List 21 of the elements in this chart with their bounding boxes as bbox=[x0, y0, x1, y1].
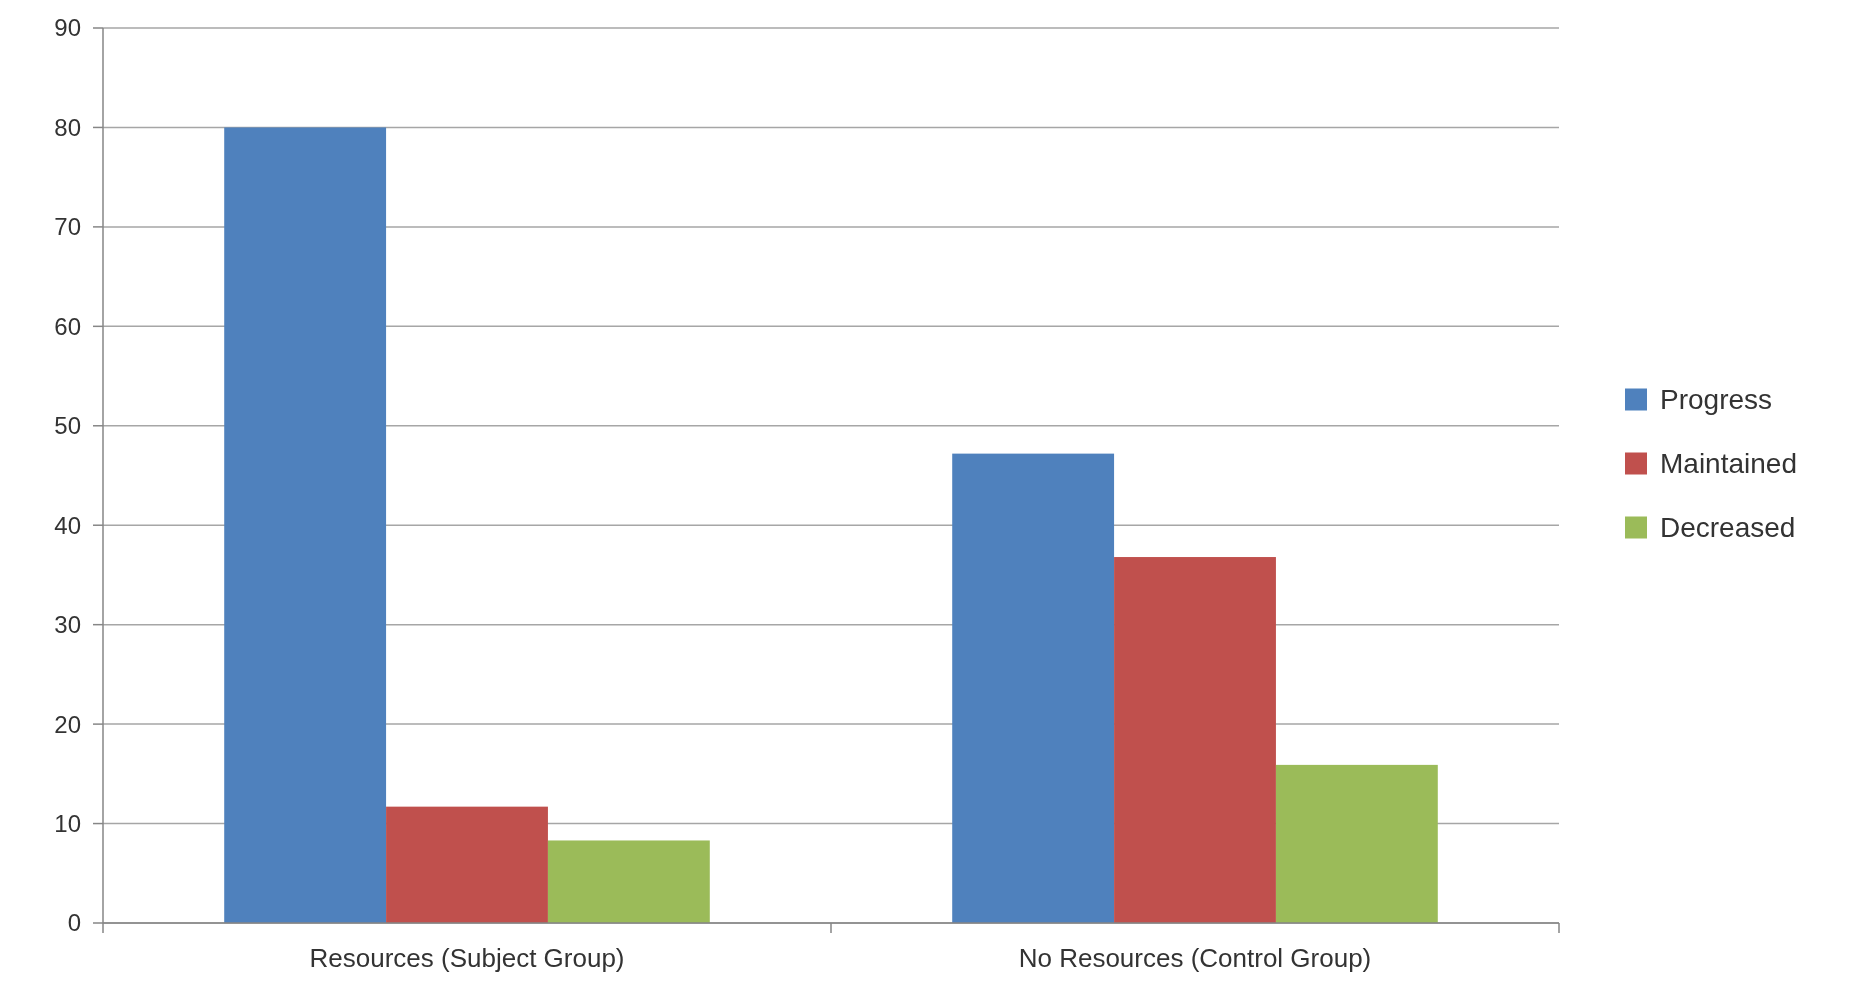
y-tick-label: 80 bbox=[54, 113, 81, 141]
y-tick-label: 10 bbox=[54, 809, 81, 837]
legend-label: Decreased bbox=[1660, 512, 1796, 544]
bar bbox=[1275, 764, 1438, 923]
y-tick-label: 20 bbox=[54, 710, 81, 738]
y-tick-label: 40 bbox=[54, 511, 81, 539]
bar bbox=[547, 840, 710, 923]
bar bbox=[224, 127, 387, 923]
x-tick-label: Resources (Subject Group) bbox=[309, 943, 625, 973]
y-tick-label: 30 bbox=[54, 611, 81, 639]
y-tick-label: 50 bbox=[54, 412, 81, 440]
y-tick-label: 70 bbox=[54, 213, 81, 241]
y-tick-label: 90 bbox=[54, 14, 81, 42]
y-tick-label: 60 bbox=[54, 312, 81, 340]
legend-label: Maintained bbox=[1660, 448, 1797, 480]
legend-label: Progress bbox=[1660, 384, 1773, 416]
bar bbox=[386, 806, 548, 923]
bar bbox=[952, 453, 1115, 923]
bar bbox=[1114, 557, 1276, 923]
y-tick-label: 0 bbox=[67, 909, 81, 937]
x-tick-label: No Resources (Control Group) bbox=[1018, 943, 1372, 973]
